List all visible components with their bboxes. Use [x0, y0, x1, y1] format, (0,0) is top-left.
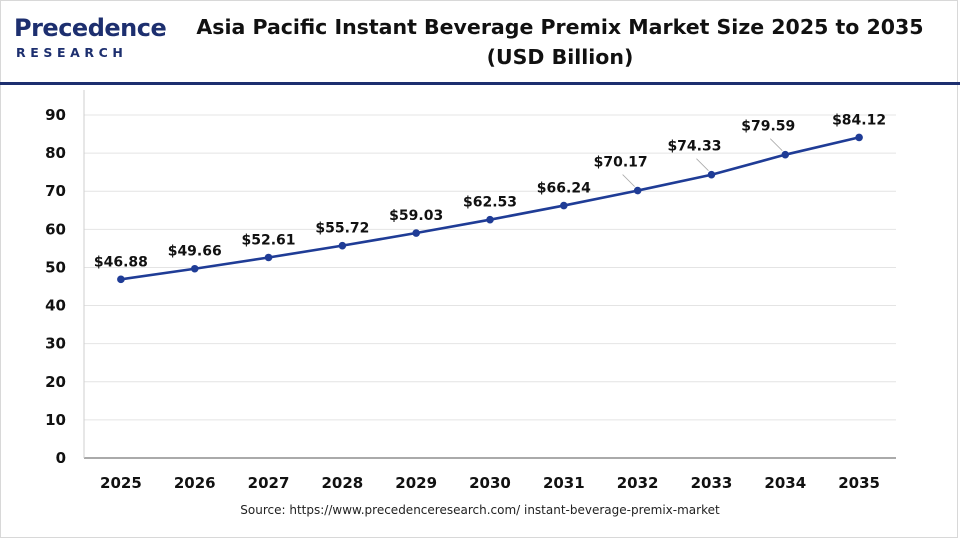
data-point-2030 — [486, 215, 494, 224]
data-point-2026 — [190, 264, 199, 273]
data-point-2027 — [264, 253, 273, 262]
data-label-2034: $79.59 — [741, 119, 795, 135]
x-tick-label: 2033 — [691, 474, 733, 492]
logo-wordmark: Precedence — [14, 14, 167, 42]
data-label-2035: $84.12 — [832, 112, 886, 128]
x-tick-label: 2030 — [469, 474, 511, 492]
x-tick-label: 2028 — [321, 474, 363, 492]
data-point-2035 — [855, 133, 863, 142]
y-tick-label: 60 — [45, 220, 66, 238]
axes — [83, 90, 896, 459]
x-axis-ticks: 2025 2026 2027 2028 2029 2030 2031 2032 2033 2034… — [100, 474, 880, 492]
data-point-2028 — [338, 241, 347, 250]
y-tick-label: 80 — [45, 144, 66, 162]
data-label-2025: $46.88 — [94, 254, 148, 270]
precedence-research-logo: Precedence RESEARCH — [14, 14, 167, 66]
source-note: Source: https://www.precedenceresearch.c… — [240, 503, 720, 517]
logo-subtitle: RESEARCH — [16, 45, 128, 60]
leader-line-2032 — [622, 174, 635, 187]
y-tick-label: 70 — [45, 182, 66, 200]
x-tick-label: 2035 — [838, 474, 880, 492]
x-tick-label: 2027 — [248, 474, 290, 492]
y-tick-label: 0 — [56, 449, 66, 467]
data-label-2026: $49.66 — [168, 244, 222, 260]
chart-title-line2: (USD Billion) — [486, 45, 634, 69]
x-tick-label: 2029 — [395, 474, 437, 492]
y-tick-label: 10 — [45, 411, 66, 429]
x-tick-label: 2031 — [543, 474, 585, 492]
data-labels: $46.88 $49.66 $52.61 $55.72 $59.03 $62.53 $66.… — [94, 112, 886, 270]
header: Precedence RESEARCH Asia Pacific Instant… — [0, 0, 960, 82]
leader-line-2033 — [696, 158, 709, 172]
data-label-2031: $66.24 — [537, 181, 591, 197]
data-label-2027: $52.61 — [242, 232, 296, 248]
x-tick-label: 2034 — [764, 474, 806, 492]
y-tick-label: 50 — [45, 258, 66, 276]
y-axis-ticks: 0 10 20 30 40 50 60 70 80 90 — [45, 106, 66, 467]
y-tick-label: 90 — [45, 106, 66, 124]
header-divider — [0, 82, 960, 85]
data-point-2032 — [633, 186, 642, 195]
data-points — [117, 133, 863, 284]
data-label-2028: $55.72 — [315, 221, 369, 237]
x-tick-label: 2032 — [617, 474, 659, 492]
data-label-2029: $59.03 — [389, 208, 443, 224]
data-point-2033 — [707, 170, 716, 179]
data-label-2032: $70.17 — [594, 155, 648, 171]
x-tick-label: 2026 — [174, 474, 216, 492]
leader-line-2034 — [769, 138, 783, 151]
x-tick-label: 2025 — [100, 474, 142, 492]
y-tick-label: 20 — [45, 373, 66, 391]
data-point-2025 — [117, 275, 125, 284]
chart-title-line1: Asia Pacific Instant Beverage Premix Mar… — [196, 15, 924, 39]
y-tick-label: 40 — [45, 297, 66, 315]
data-point-2029 — [412, 229, 420, 237]
y-tick-label: 30 — [45, 335, 66, 353]
data-label-2030: $62.53 — [463, 195, 517, 211]
data-label-2033: $74.33 — [667, 139, 721, 155]
gridlines — [84, 114, 896, 421]
data-point-2034 — [781, 150, 790, 159]
data-point-2031 — [560, 201, 568, 210]
chart-title: Asia Pacific Instant Beverage Premix Mar… — [190, 12, 930, 72]
